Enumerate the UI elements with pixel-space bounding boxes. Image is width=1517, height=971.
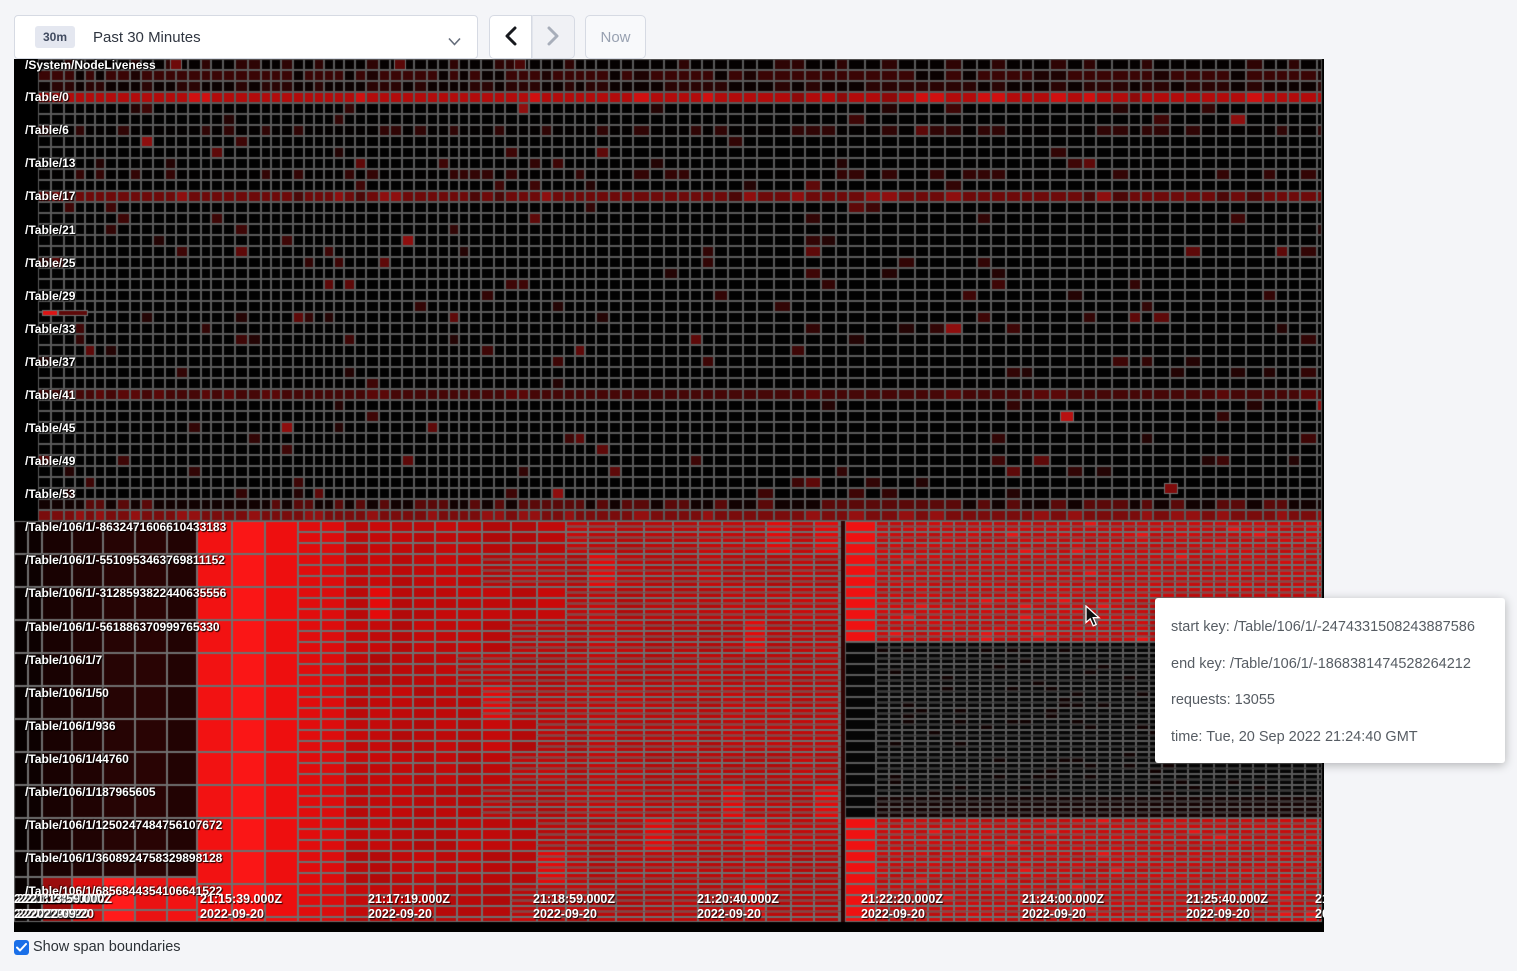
chevron-left-icon: [504, 26, 517, 49]
tooltip-time: time: Tue, 20 Sep 2022 21:24:40 GMT: [1171, 728, 1418, 745]
key-visualizer: /System/NodeLiveness/Table/0/Table/6/Tab…: [14, 59, 1324, 932]
keyvis-heatmap-canvas[interactable]: [14, 59, 1324, 932]
time-window-dropdown[interactable]: 30m Past 30 Minutes: [14, 15, 478, 59]
time-nav-button-group: [489, 15, 575, 59]
tooltip-requests: requests: 13055: [1171, 692, 1275, 708]
now-button[interactable]: Now: [585, 15, 646, 59]
show-span-boundaries-checkbox[interactable]: [14, 939, 29, 955]
tooltip-end-key: end key: /Table/106/1/-18683814745282642…: [1171, 655, 1471, 672]
time-forward-button[interactable]: [532, 15, 575, 59]
time-window-label: Past 30 Minutes: [93, 28, 201, 46]
cell-tooltip: start key: /Table/106/1/-247433150824388…: [1155, 598, 1505, 763]
time-window-badge: 30m: [35, 26, 76, 48]
mouse-cursor-icon: [1085, 604, 1103, 634]
span-boundaries-control: Show span boundaries: [14, 939, 181, 955]
chevron-right-icon: [547, 26, 560, 49]
time-back-button[interactable]: [489, 15, 532, 59]
show-span-boundaries-label: Show span boundaries: [33, 939, 181, 955]
tooltip-start-key: start key: /Table/106/1/-247433150824388…: [1171, 619, 1475, 635]
chevron-down-icon: [448, 33, 461, 51]
